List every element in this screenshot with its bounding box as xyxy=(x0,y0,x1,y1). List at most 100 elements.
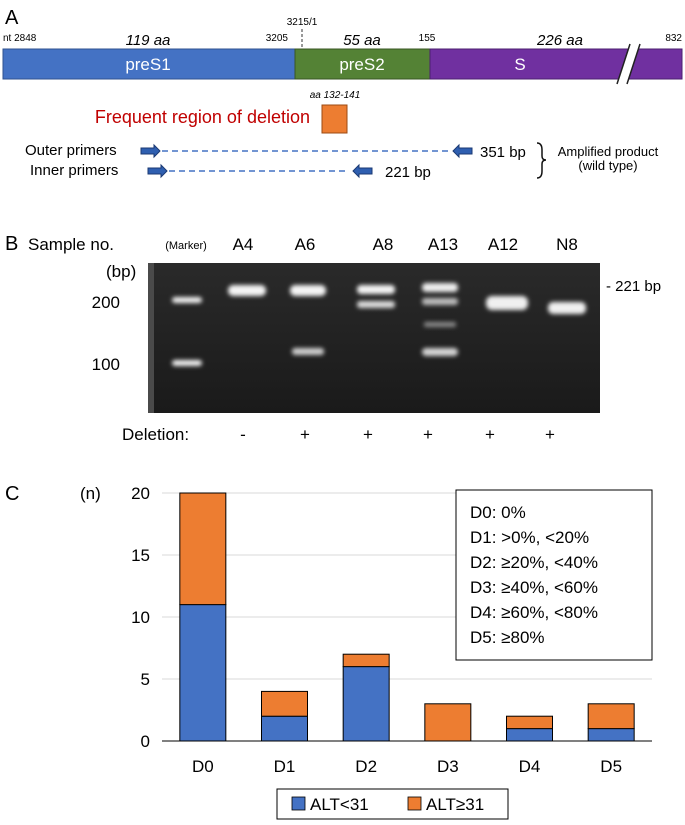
pres2-label: preS2 xyxy=(339,55,384,74)
deletion-aa-label: aa 132-141 xyxy=(310,90,361,101)
axis-break-mark xyxy=(617,44,640,84)
inner-primers-label: Inner primers xyxy=(30,162,118,179)
category-key-item: D4: ≥60%, <80% xyxy=(470,603,598,622)
lane-label: A8 xyxy=(373,235,394,254)
bar-d5-series-1 xyxy=(587,703,635,730)
bar-d2-series-1 xyxy=(342,653,390,668)
lane-labels: A4 A6 A8 A13 A12 N8 xyxy=(233,235,578,254)
band-221-label: - 221 bp xyxy=(606,278,661,295)
gel-band-a4 xyxy=(228,285,266,296)
outer-forward-primer-icon xyxy=(140,143,161,159)
legend-swatch xyxy=(291,796,306,811)
y-tick-label: 5 xyxy=(141,670,150,689)
lane-label: A12 xyxy=(488,235,518,254)
category-key-item: D1: >0%, <20% xyxy=(470,528,589,547)
deletion-mark: + xyxy=(485,425,495,444)
amplified-product-brace xyxy=(536,142,547,179)
bar-d4-series-0 xyxy=(506,728,553,742)
panel-c-label: C xyxy=(5,483,19,505)
deletion-marks: - + + + + + xyxy=(240,425,555,444)
panel-b-label: B xyxy=(5,233,18,255)
y-tick-label: 10 xyxy=(131,608,150,627)
deletion-mark: + xyxy=(545,425,555,444)
bp-unit-label: (bp) xyxy=(106,262,136,281)
legend-label: ALT<31 xyxy=(310,795,369,814)
pres1-aa-label: 119 aa xyxy=(126,32,171,49)
deletion-region-box xyxy=(321,104,348,134)
marker-band-100 xyxy=(172,360,202,366)
marker-band-200 xyxy=(172,297,202,303)
inner-reverse-primer-icon xyxy=(352,163,373,179)
bar-d2-series-0 xyxy=(342,666,390,742)
panel-a-label: A xyxy=(5,7,19,29)
pres1-label: preS1 xyxy=(125,55,170,74)
gel-band-a13-deleted xyxy=(422,298,458,305)
nt-junction-label: 3215/1 xyxy=(287,17,318,28)
x-tick-label: D4 xyxy=(519,757,541,776)
lane-label: N8 xyxy=(556,235,578,254)
nt-end-label: 832 xyxy=(665,33,682,44)
category-key-item: D2: ≥20%, <40% xyxy=(470,553,598,572)
category-key-item: D5: ≥80% xyxy=(470,628,545,647)
y-tick-label: 0 xyxy=(141,732,150,751)
legend: ALT<31 ALT≥31 xyxy=(291,795,484,814)
lane-label: A4 xyxy=(233,235,254,254)
y-tick-label: 15 xyxy=(131,546,150,565)
legend-box xyxy=(276,788,509,820)
nt-pres2-end-label: 155 xyxy=(419,33,436,44)
ladder-200-label: 200 xyxy=(92,293,120,312)
gel-band-a13-221 xyxy=(422,283,458,292)
chart-bars xyxy=(179,492,635,742)
gel-band-a6-lower xyxy=(292,348,324,355)
deletion-mark: - xyxy=(240,425,246,444)
x-tick-label: D5 xyxy=(600,757,622,776)
pres2-segment xyxy=(294,48,431,80)
bar-d1-series-1 xyxy=(261,690,308,717)
y-tick-labels: 0 5 10 15 20 xyxy=(131,484,150,751)
x-tick-label: D0 xyxy=(192,757,214,776)
x-tick-label: D3 xyxy=(437,757,459,776)
lane-label: A6 xyxy=(295,235,316,254)
pres2-aa-label: 55 aa xyxy=(343,32,381,49)
outer-size-label: 351 bp xyxy=(480,144,526,161)
ladder-100-label: 100 xyxy=(92,355,120,374)
category-key-box xyxy=(455,489,653,661)
gel-band-a12 xyxy=(486,296,528,310)
gel-band-a8-221 xyxy=(357,285,395,294)
s-aa-label: 226 aa xyxy=(536,32,583,49)
s-segment xyxy=(429,48,683,80)
bar-d3-series-1 xyxy=(424,703,472,742)
y-tick-label: 20 xyxy=(131,484,150,503)
pres1-segment xyxy=(2,48,296,80)
nt-pres1-end-label: 3205 xyxy=(266,33,289,44)
sample-no-label: Sample no. xyxy=(28,235,114,254)
s-label: S xyxy=(514,55,525,74)
bar-d5-series-0 xyxy=(587,728,635,742)
legend-label: ALT≥31 xyxy=(426,795,484,814)
outer-primers-label: Outer primers xyxy=(25,142,117,159)
gel-band-a6-221 xyxy=(290,285,326,296)
wild-type-label: (wild type) xyxy=(578,158,637,173)
bar-d4-series-1 xyxy=(506,715,553,730)
bar-d1-series-0 xyxy=(261,715,308,742)
category-key-item: D0: 0% xyxy=(470,503,526,522)
lane-label: A13 xyxy=(428,235,458,254)
gel-band-n8 xyxy=(548,302,586,314)
deletion-row-label: Deletion: xyxy=(122,425,189,444)
x-tick-label: D2 xyxy=(355,757,377,776)
marker-label: (Marker) xyxy=(165,240,207,252)
gel-band-a8-deleted xyxy=(357,301,395,308)
bar-d0-series-1 xyxy=(179,492,227,606)
x-tick-label: D1 xyxy=(274,757,296,776)
nt-start-label: nt 2848 xyxy=(3,33,37,44)
deletion-region-label: Frequent region of deletion xyxy=(95,107,310,127)
gel-band-a13-lower xyxy=(422,348,458,356)
outer-reverse-primer-icon xyxy=(452,143,473,159)
deletion-mark: + xyxy=(423,425,433,444)
bar-d0-series-0 xyxy=(179,604,227,742)
x-tick-labels: D0 D1 D2 D3 D4 D5 xyxy=(192,757,622,776)
category-key-item: D3: ≥40%, <60% xyxy=(470,578,598,597)
gel-band-a13-faint xyxy=(424,322,456,327)
inner-forward-primer-icon xyxy=(147,163,168,179)
